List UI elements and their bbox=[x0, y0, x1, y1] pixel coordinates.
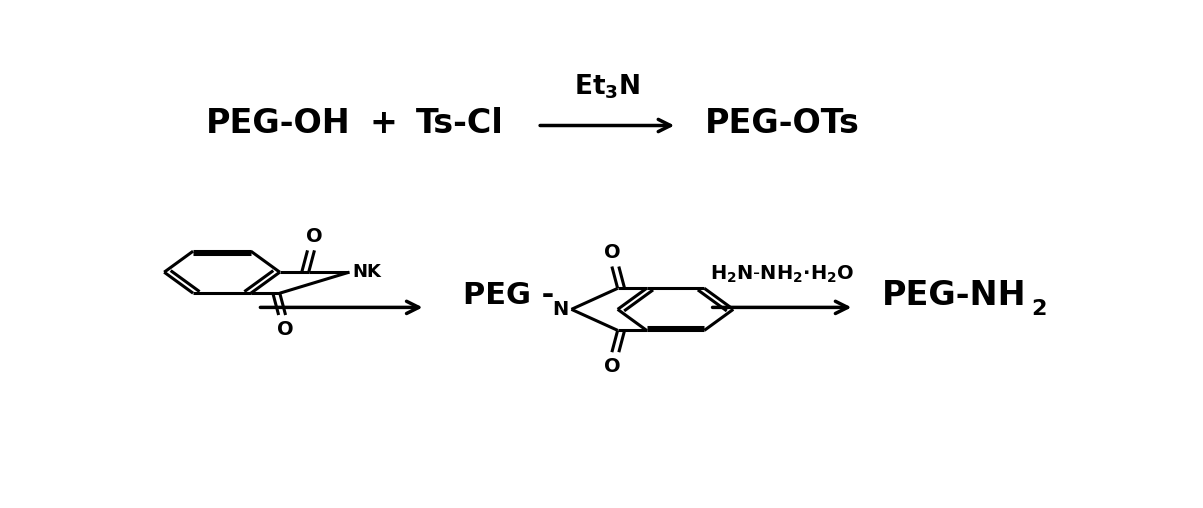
Text: PEG -: PEG - bbox=[463, 281, 553, 310]
Text: PEG-OTs: PEG-OTs bbox=[705, 107, 860, 140]
Text: PEG-NH: PEG-NH bbox=[882, 279, 1027, 312]
Text: $\mathbf{Et_3N}$: $\mathbf{Et_3N}$ bbox=[574, 72, 640, 101]
Text: O: O bbox=[604, 357, 621, 376]
Text: NK: NK bbox=[352, 263, 381, 281]
Text: $\mathbf{H_2N\text{-}NH_2{\cdot}H_2O}$: $\mathbf{H_2N\text{-}NH_2{\cdot}H_2O}$ bbox=[710, 264, 854, 285]
Text: O: O bbox=[306, 227, 322, 245]
Text: PEG-OH: PEG-OH bbox=[207, 107, 351, 140]
Text: O: O bbox=[277, 320, 294, 339]
Text: N: N bbox=[552, 300, 569, 319]
Text: Ts-Cl: Ts-Cl bbox=[416, 107, 504, 140]
Text: O: O bbox=[604, 243, 621, 262]
Text: 2: 2 bbox=[1031, 299, 1047, 320]
Text: +: + bbox=[369, 107, 397, 140]
